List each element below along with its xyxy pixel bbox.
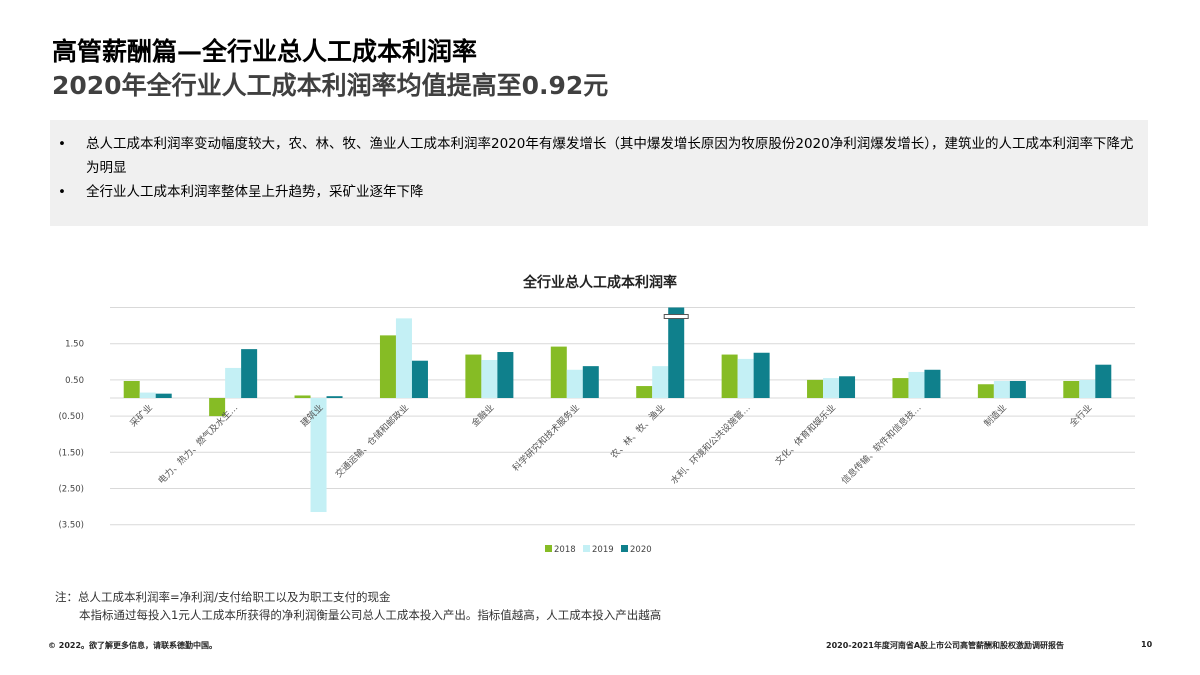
bar-2020 (1095, 364, 1112, 398)
footnote: 注：总人工成本利润率=净利润/支付给职工以及为职工支付的现金 本指标通过每投入1… (55, 588, 661, 624)
bar-2019 (310, 398, 327, 513)
y-tick-label: (0.50) (58, 412, 84, 422)
page-number: 10 (1141, 640, 1153, 649)
bar-2019 (225, 367, 242, 398)
x-tick-label: 科学研究和技术服务业 (510, 402, 582, 474)
bar-2018 (379, 335, 396, 398)
y-tick-label: (1.50) (58, 448, 84, 458)
bullet-item: 总人工成本利润率变动幅度较大，农、林、牧、渔业人工成本利润率2020年有爆发增长… (58, 132, 1148, 180)
bar-2018 (636, 386, 653, 398)
bar-2018 (721, 354, 738, 398)
bar-2018 (550, 346, 567, 398)
bar-2018 (465, 354, 482, 398)
bar-2018 (294, 395, 311, 398)
bar-2019 (1079, 379, 1096, 398)
x-tick-label: 文化、体育和娱乐业 (772, 402, 838, 468)
bullet-item: 全行业人工成本利润率整体呈上升趋势，采矿业逐年下降 (58, 180, 1148, 204)
bar-2019 (823, 378, 840, 398)
note-line: 注：总人工成本利润率=净利润/支付给职工以及为职工支付的现金 (55, 590, 391, 604)
legend-swatch (583, 545, 590, 552)
bar-2019 (737, 358, 754, 398)
bar-2020 (1009, 380, 1026, 398)
bar-2020 (497, 352, 514, 398)
bar-2020 (839, 376, 856, 398)
page-title: 高管薪酬篇—全行业总人工成本利润率 (52, 37, 478, 66)
x-tick-label: 水利、环境和公共设施管… (668, 402, 753, 487)
bar-2020 (326, 396, 343, 398)
bar-2020 (411, 360, 428, 398)
x-tick-label: 电力、热力、燃气及水生… (155, 402, 240, 487)
x-tick-label: 全行业 (1067, 402, 1095, 430)
bar-2020 (668, 307, 685, 398)
bar-2019 (566, 369, 583, 398)
bar-2018 (977, 384, 994, 398)
x-tick-label: 采矿业 (127, 402, 155, 430)
page-subtitle: 2020年全行业人工成本利润率均值提高至0.92元 (52, 71, 609, 100)
note-line: 本指标通过每投入1元人工成本所获得的净利润衡量公司总人工成本投入产出。指标值越高… (79, 608, 662, 622)
bar-2018 (209, 398, 226, 417)
bar-2019 (908, 371, 925, 398)
x-tick-label: 信息传输、软件和信息技… (839, 402, 924, 487)
x-tick-label: 交通运输、仓储和邮政业 (333, 402, 411, 480)
bar-2018 (892, 378, 909, 398)
bar-2019 (652, 366, 669, 398)
bar-2018 (807, 379, 824, 398)
summary-box: 总人工成本利润率变动幅度较大，农、林、牧、渔业人工成本利润率2020年有爆发增长… (50, 120, 1148, 226)
bar-2019 (395, 318, 412, 398)
legend-swatch (545, 545, 552, 552)
bar-2020 (241, 349, 258, 398)
bar-2020 (155, 393, 172, 398)
legend-label: 2018 (554, 545, 576, 555)
bar-2020 (924, 369, 941, 398)
legend-label: 2020 (630, 545, 652, 555)
bar-2018 (123, 380, 140, 398)
bar-2019 (139, 392, 156, 398)
bar-2018 (1063, 380, 1080, 398)
bar-2020 (582, 366, 599, 398)
footer-copyright: © 2022。欲了解更多信息，请联系德勤中国。 (48, 641, 218, 650)
bar-2019 (993, 380, 1010, 398)
y-tick-label: 0.50 (65, 376, 84, 386)
legend-label: 2019 (592, 545, 614, 555)
legend-swatch (621, 545, 628, 552)
y-tick-label: (2.50) (58, 485, 84, 495)
bar-2020 (753, 352, 770, 398)
footer-report-title: 2020-2021年度河南省A股上市公司高管薪酬和股权激励调研报告 (826, 641, 1065, 650)
axis-break-mark (663, 314, 689, 319)
bar-2019 (481, 359, 498, 398)
x-tick-label: 金融业 (469, 402, 497, 430)
y-tick-label: (3.50) (58, 521, 84, 531)
x-tick-label: 制造业 (981, 402, 1009, 430)
chart-title: 全行业总人工成本利润率 (523, 275, 677, 291)
y-tick-label: 1.50 (65, 340, 84, 350)
